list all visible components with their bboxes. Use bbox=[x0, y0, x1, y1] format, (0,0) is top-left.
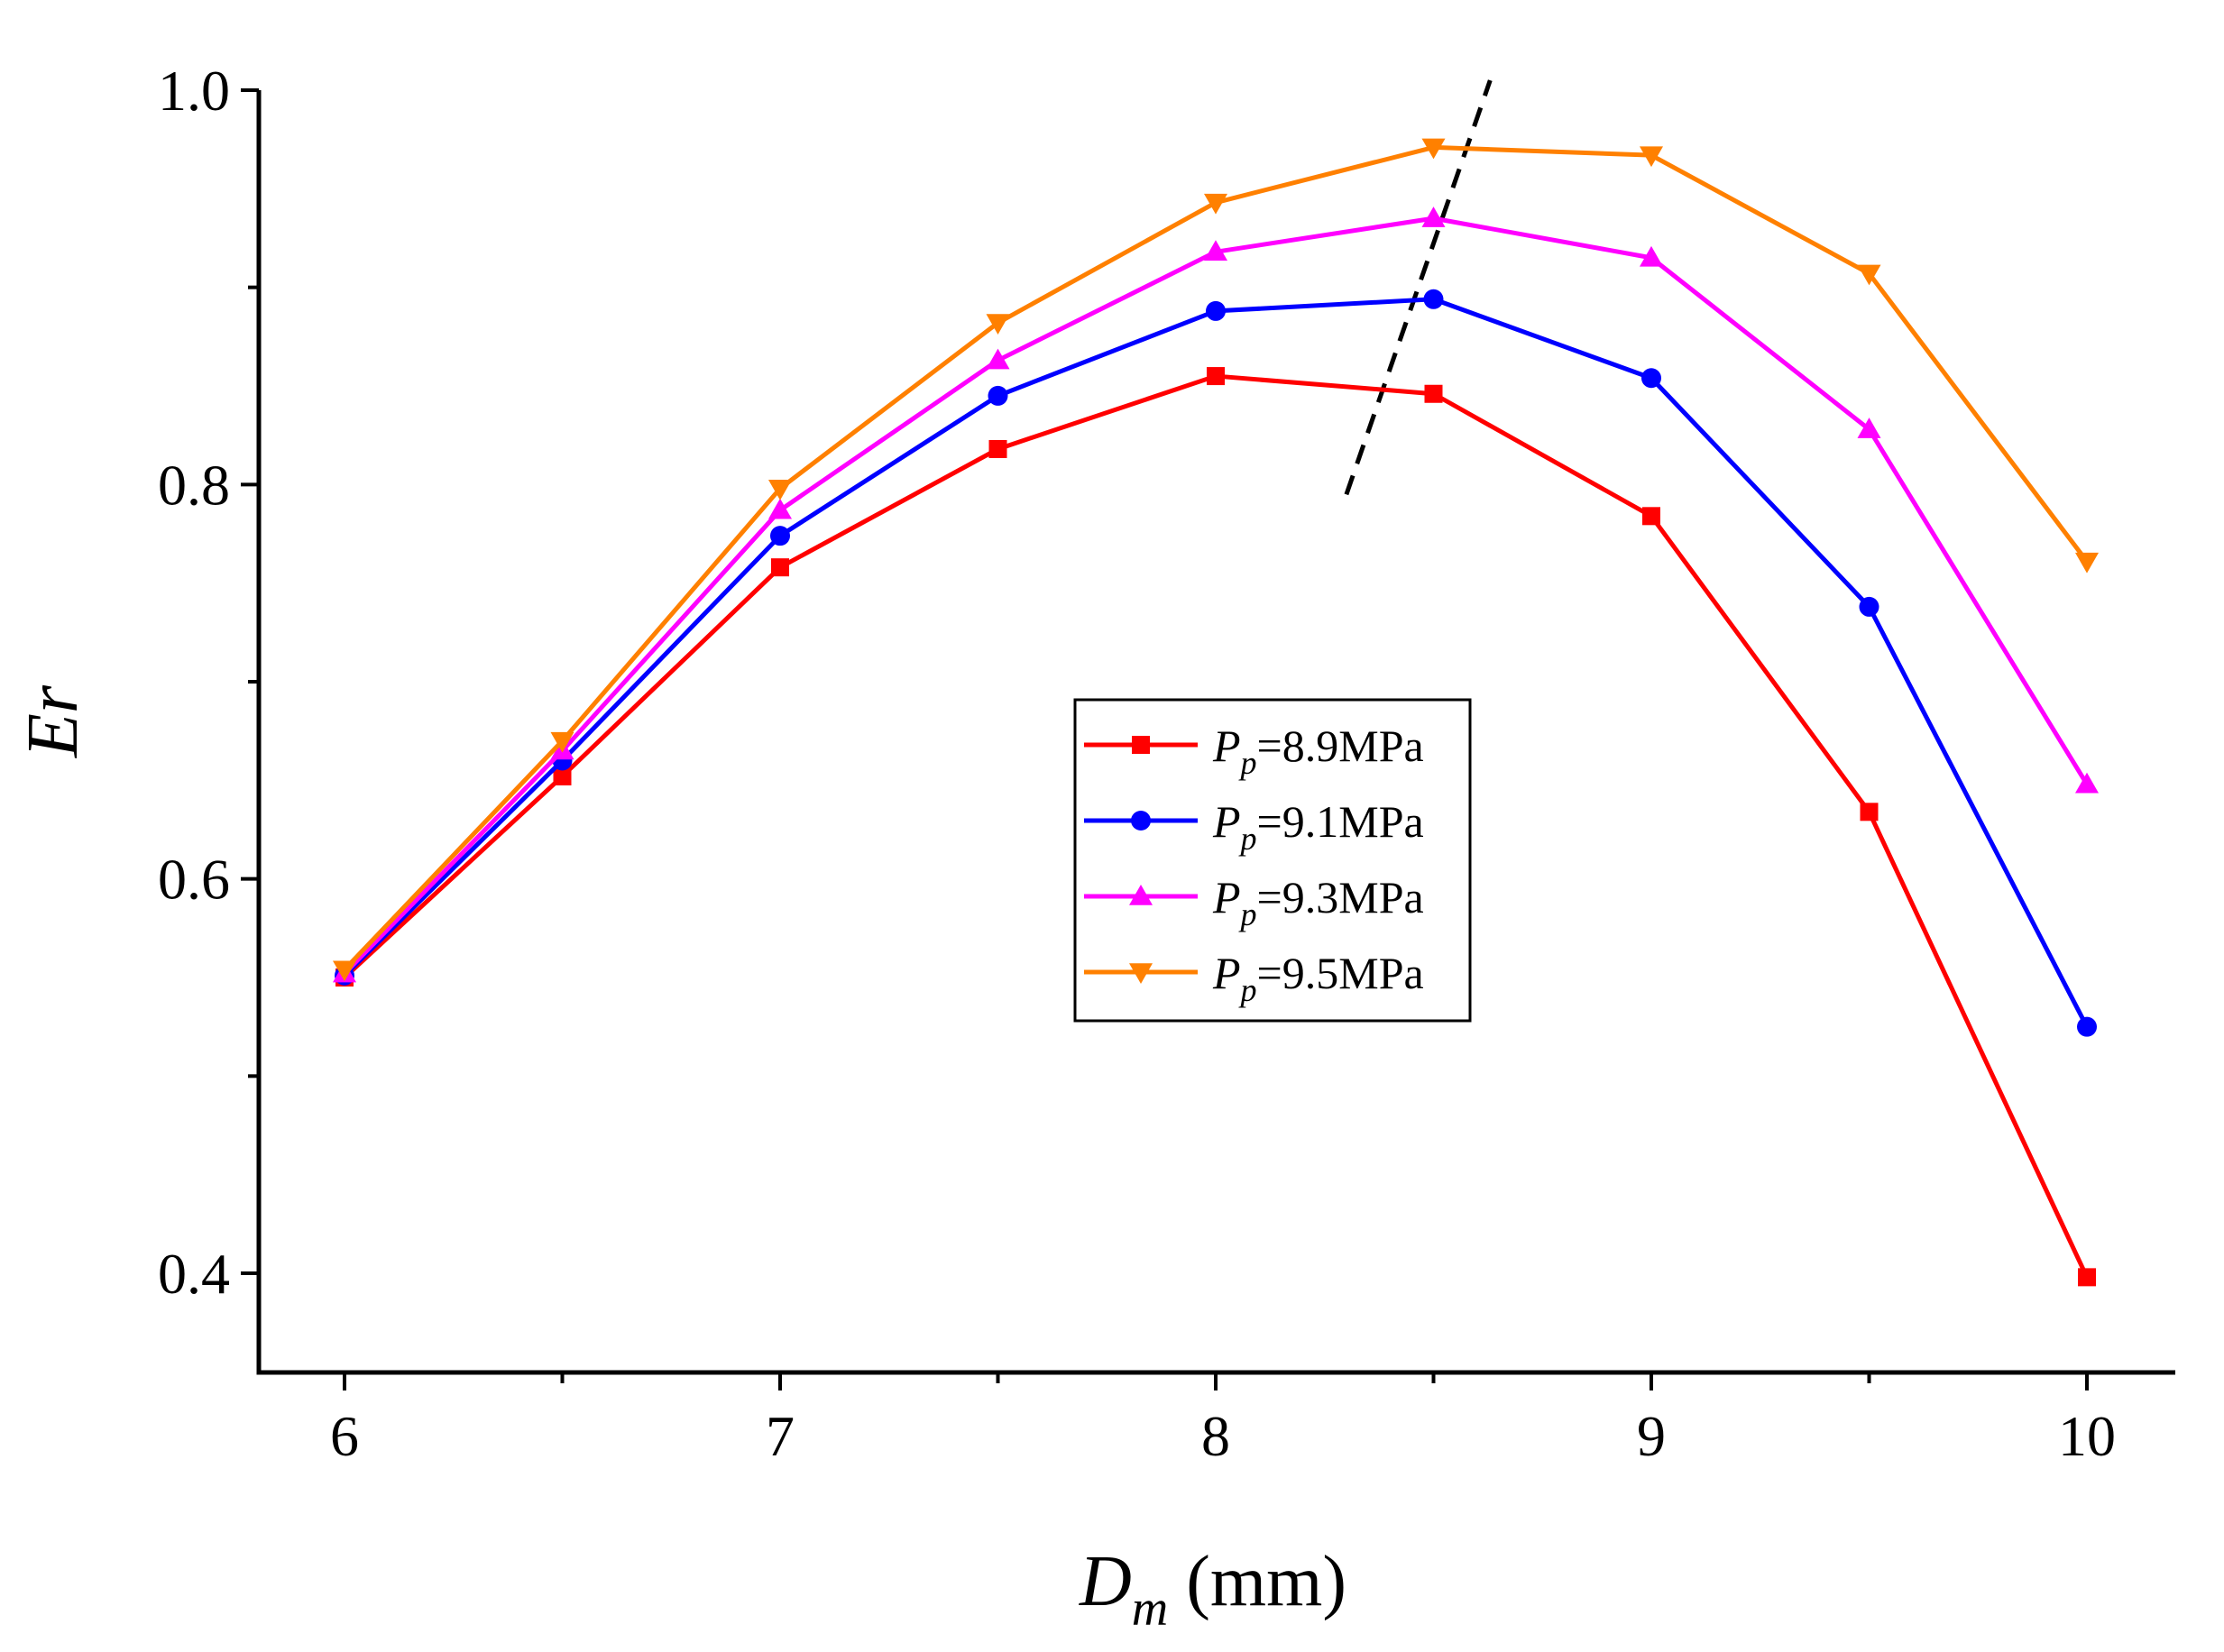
data-point bbox=[1642, 507, 1660, 526]
legend-item: Pp=9.3MPa bbox=[1084, 872, 1424, 932]
data-point bbox=[1640, 146, 1663, 168]
data-point bbox=[1424, 384, 1443, 403]
data-point bbox=[333, 960, 356, 982]
data-point bbox=[768, 498, 792, 519]
legend-label: Pp=8.9MPa bbox=[1212, 720, 1424, 781]
x-axis-title-unit: (mm) bbox=[1168, 1542, 1346, 1621]
legend-label: Pp=9.5MPa bbox=[1212, 948, 1424, 1008]
legend-marker bbox=[1132, 736, 1150, 754]
legend-label-main: P bbox=[1212, 720, 1241, 771]
data-point bbox=[550, 731, 574, 753]
y-ticks: 0.4 0.6 0.8 1.0 bbox=[158, 59, 259, 1306]
legend-marker bbox=[1129, 963, 1153, 984]
x-ticks: 6 7 8 9 10 bbox=[330, 1372, 2116, 1468]
data-point bbox=[2077, 1016, 2097, 1037]
legend-item: Pp=9.5MPa bbox=[1084, 948, 1424, 1008]
data-point bbox=[1423, 289, 1444, 309]
legend-marker bbox=[1131, 811, 1151, 831]
x-tick-label: 10 bbox=[2058, 1404, 2116, 1468]
legend-label-value: =9.1MPa bbox=[1257, 796, 1424, 847]
y-tick-label: 0.6 bbox=[158, 848, 230, 912]
data-point bbox=[1421, 206, 1446, 227]
x-tick-label: 7 bbox=[766, 1404, 795, 1468]
data-point bbox=[1859, 596, 1879, 617]
data-point bbox=[553, 766, 572, 785]
y-tick-label: 0.8 bbox=[158, 453, 230, 517]
data-point bbox=[1207, 367, 1225, 386]
legend-label: Pp=9.3MPa bbox=[1212, 872, 1424, 932]
series-9.5MPa bbox=[333, 138, 2099, 982]
x-tick-label: 6 bbox=[330, 1404, 359, 1468]
x-tick-label: 9 bbox=[1637, 1404, 1666, 1468]
legend-label: Pp=9.1MPa bbox=[1212, 796, 1424, 857]
legend-item: Pp=8.9MPa bbox=[1084, 720, 1424, 781]
data-point bbox=[988, 439, 1007, 458]
x-axis-title-sub: m bbox=[1132, 1581, 1168, 1637]
legend-label-main: P bbox=[1212, 796, 1241, 847]
data-point bbox=[1204, 193, 1227, 215]
data-point bbox=[986, 314, 1010, 335]
data-point bbox=[1206, 300, 1226, 321]
legend-label-sub: p bbox=[1238, 745, 1257, 781]
data-point bbox=[1857, 418, 1881, 438]
data-point bbox=[770, 526, 790, 546]
y-axis-title: Er bbox=[14, 684, 93, 758]
x-axis-title: Dm (mm) bbox=[1079, 1542, 1346, 1637]
axes: 6 7 8 9 10 0.4 0.6 0.8 1.0 bbox=[158, 59, 2175, 1468]
series-9.3MPa bbox=[333, 206, 2099, 983]
series-layer bbox=[333, 138, 2099, 1287]
data-point bbox=[1640, 245, 1663, 267]
data-point bbox=[1857, 264, 1881, 286]
data-point bbox=[768, 479, 792, 500]
data-point bbox=[2075, 772, 2099, 794]
data-point bbox=[986, 348, 1010, 370]
data-point bbox=[1641, 368, 1661, 389]
data-point bbox=[1421, 138, 1446, 160]
legend-label-main: P bbox=[1212, 872, 1241, 922]
data-point bbox=[1860, 803, 1879, 821]
x-tick-label: 8 bbox=[1201, 1404, 1230, 1468]
data-point bbox=[1204, 240, 1227, 262]
legend-label-value: =9.5MPa bbox=[1257, 948, 1424, 998]
data-point bbox=[2078, 1268, 2096, 1287]
legend-label-value: =9.3MPa bbox=[1257, 872, 1424, 922]
y-tick-label: 1.0 bbox=[158, 59, 230, 123]
legend-label-value: =8.9MPa bbox=[1257, 720, 1424, 771]
data-point bbox=[2075, 552, 2099, 574]
data-point bbox=[988, 385, 1008, 406]
x-axis-title-main: D bbox=[1079, 1542, 1132, 1621]
legend-label-sub: p bbox=[1238, 972, 1257, 1008]
data-point bbox=[771, 558, 789, 577]
legend-item: Pp=9.1MPa bbox=[1084, 796, 1424, 857]
legend-label-main: P bbox=[1212, 948, 1241, 998]
legend-label-sub: p bbox=[1238, 896, 1257, 932]
y-tick-label: 0.4 bbox=[158, 1242, 230, 1306]
legend-marker bbox=[1129, 885, 1153, 905]
legend-label-sub: p bbox=[1238, 821, 1257, 857]
